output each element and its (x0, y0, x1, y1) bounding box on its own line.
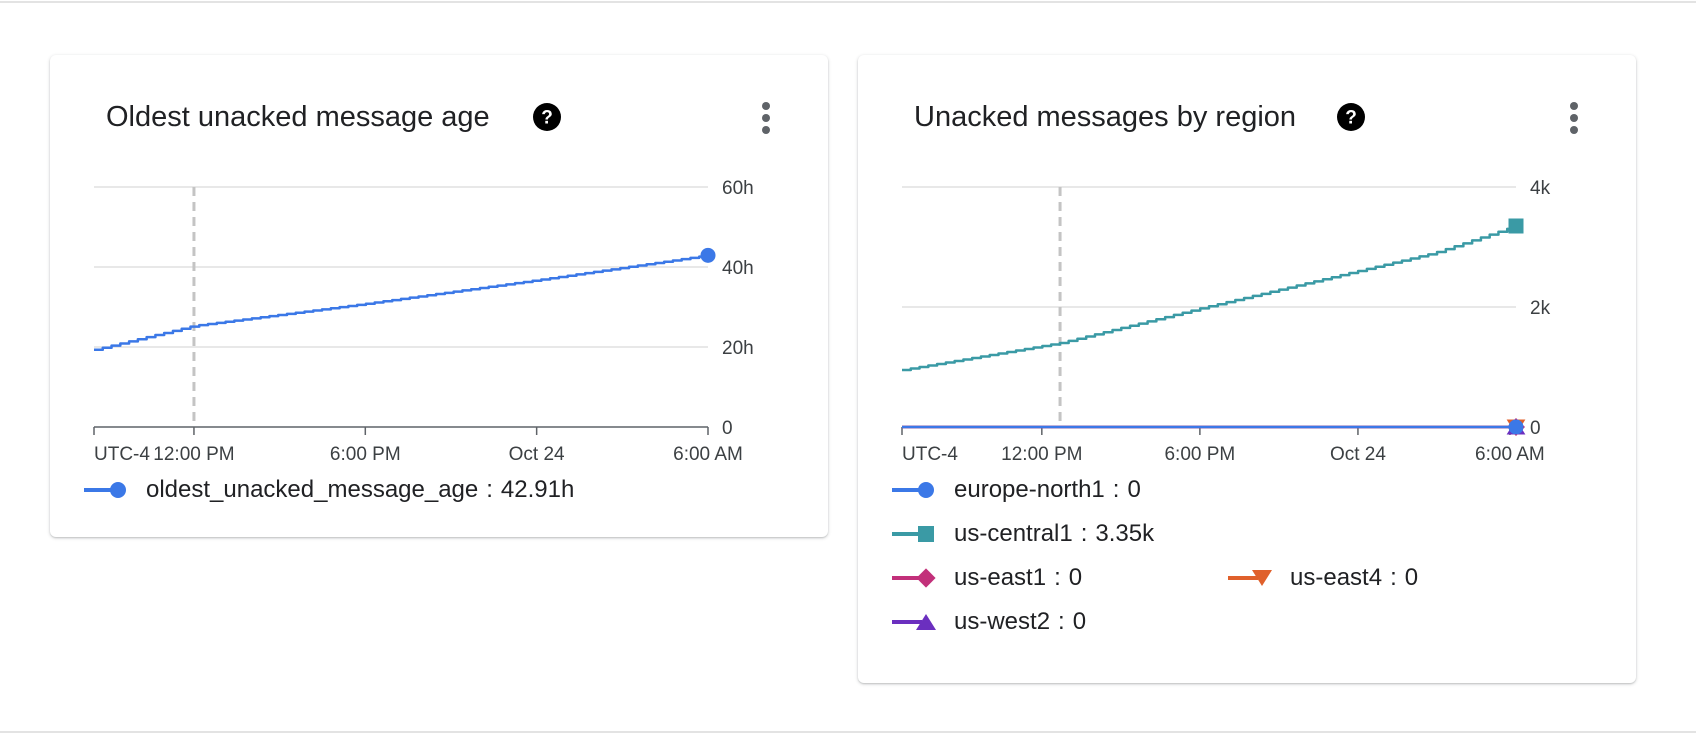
chart-card-oldest-unacked-age: Oldest unacked message age ? 0 20h 40h 60h U… (50, 55, 828, 537)
x-tick-label: 12:00 PM (1001, 444, 1082, 465)
series-end-marker-oldest-unacked-message-age (700, 247, 716, 263)
legend-label: us-central1 (954, 520, 1073, 547)
bottom-divider (0, 731, 1696, 733)
legend-separator: : (1080, 520, 1088, 547)
legend-separator: : (1058, 608, 1065, 635)
top-divider (0, 1, 1696, 3)
x-tick-label: Oct 24 (1330, 444, 1386, 465)
chart-title: Oldest unacked message age (106, 101, 490, 133)
legend-separator: : (1112, 476, 1120, 503)
legend-separator: : (1054, 564, 1061, 591)
legend-swatch-icon (892, 568, 936, 588)
legend-item-oldest-unacked-message-age[interactable]: oldest_unacked_message_age:42.91h (84, 472, 574, 508)
x-tick-label: Oct 24 (509, 444, 565, 465)
series-end-marker-us-central1 (1508, 218, 1524, 234)
x-tick-label: UTC-4 (94, 444, 150, 465)
x-tick-label: 6:00 AM (673, 444, 743, 465)
y-tick-label: 0 (722, 418, 733, 439)
x-tick-label: 6:00 AM (1475, 444, 1545, 465)
y-tick-label: 60h (722, 178, 754, 199)
help-circle-icon[interactable]: ? (532, 102, 562, 132)
legend-item-us-central1[interactable]: us-central1:3.35k (892, 516, 1154, 552)
series-line-us-central1 (902, 226, 1518, 372)
legend-label: us-east4 (1290, 564, 1383, 591)
svg-text:?: ? (1345, 108, 1357, 129)
chart-title: Unacked messages by region (914, 101, 1297, 133)
legend-label: us-west2 (954, 608, 1051, 635)
legend-swatch-icon (892, 482, 934, 498)
legend-value: 3.35k (1095, 520, 1155, 547)
legend-item-us-west2[interactable]: us-west2:0 (892, 604, 1086, 640)
svg-text:?: ? (541, 108, 553, 129)
chart-card-unacked-by-region: Unacked messages by region ? 0 2k 4k UTC-4 1… (858, 55, 1636, 683)
legend-item-europe-north1[interactable]: europe-north1:0 (892, 472, 1141, 508)
legend-value: 0 (1127, 476, 1141, 503)
help-circle-icon[interactable]: ? (1336, 102, 1366, 132)
more-vert-icon[interactable] (754, 100, 778, 136)
chart-plot-area: 0 20h 40h 60h UTC-4 12:00 PM 6:00 PM Oct 24 6:00… (93, 178, 754, 465)
legend-separator: : (486, 476, 493, 503)
legend-separator: : (1390, 564, 1397, 591)
chart-plot-area: 0 2k 4k UTC-4 12:00 PM 6:00 PM Oct 24 6:00 AM (901, 178, 1551, 465)
legend-value: 0 (1068, 564, 1083, 591)
series-end-marker-europe-north1 (1508, 419, 1524, 435)
legend-swatch-icon (892, 614, 936, 630)
y-tick-label: 0 (1530, 418, 1541, 439)
legend-swatch-icon (892, 526, 934, 542)
y-tick-label: 4k (1530, 178, 1551, 199)
legend-item-us-east4[interactable]: us-east4:0 (1228, 560, 1418, 596)
more-vert-icon[interactable] (1562, 100, 1586, 136)
legend-swatch-icon (84, 482, 126, 498)
y-tick-label: 40h (722, 258, 754, 279)
legend-value: 42.91h (500, 476, 575, 503)
series-line-oldest-unacked-message-age (94, 255, 710, 352)
y-tick-label: 2k (1530, 298, 1551, 319)
legend-label: oldest_unacked_message_age (146, 476, 479, 503)
legend-value: 0 (1404, 564, 1419, 591)
legend-swatch-icon (1228, 570, 1272, 586)
legend-label: europe-north1 (954, 476, 1105, 503)
x-tick-label: 12:00 PM (153, 444, 234, 465)
legend-item-us-east1[interactable]: us-east1:0 (892, 560, 1082, 596)
legend-label: us-east1 (954, 564, 1047, 591)
x-tick-label: 6:00 PM (330, 444, 401, 465)
x-tick-label: UTC-4 (902, 444, 958, 465)
y-tick-label: 20h (722, 338, 754, 359)
x-tick-label: 6:00 PM (1164, 444, 1235, 465)
legend-value: 0 (1072, 608, 1087, 635)
